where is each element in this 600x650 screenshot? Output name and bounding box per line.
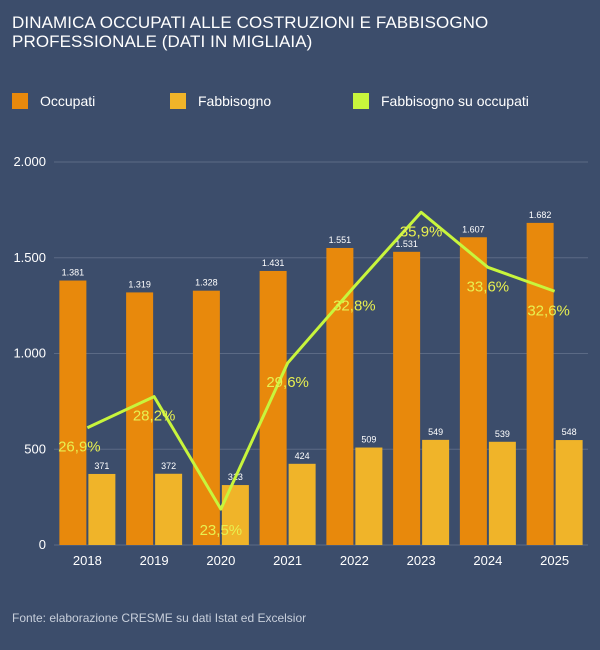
- bar-occupati: [526, 222, 554, 545]
- data-label-ratio: 32,8%: [333, 297, 376, 314]
- data-label-ratio: 29,6%: [266, 374, 309, 391]
- legend-item-fabbisogno: Fabbisogno: [170, 93, 271, 109]
- legend-label-occupati: Occupati: [40, 93, 96, 109]
- x-tick-label: 2023: [407, 553, 436, 568]
- bar-fabbisogno: [155, 473, 183, 545]
- x-tick-label: 2018: [73, 553, 102, 568]
- data-label-fabbisogno: 548: [562, 427, 577, 437]
- x-tick-label: 2019: [140, 553, 169, 568]
- data-label-ratio: 28,2%: [133, 408, 176, 425]
- bar-occupati: [192, 290, 220, 545]
- data-label-occupati: 1.431: [262, 258, 285, 268]
- bar-occupati: [59, 280, 87, 545]
- data-label-fabbisogno: 509: [361, 435, 376, 445]
- data-label-occupati: 1.328: [195, 278, 218, 288]
- bar-fabbisogno: [488, 441, 516, 545]
- x-tick-label: 2020: [206, 553, 235, 568]
- bar-occupati: [326, 247, 354, 545]
- data-label-occupati: 1.319: [128, 279, 151, 289]
- y-tick-label: 0: [39, 537, 46, 552]
- y-tick-label: 2.000: [13, 154, 46, 169]
- bar-occupati: [259, 270, 287, 545]
- bar-fabbisogno: [555, 440, 583, 545]
- y-tick-label: 1.500: [13, 250, 46, 265]
- data-label-ratio: 32,6%: [527, 302, 570, 319]
- legend-swatch-fabbisogno: [170, 93, 186, 109]
- x-tick-label: 2021: [273, 553, 302, 568]
- source-note: Fonte: elaborazione CRESME su dati Istat…: [12, 611, 307, 625]
- bar-fabbisogno: [422, 439, 450, 545]
- data-label-fabbisogno: 371: [94, 461, 109, 471]
- x-tick-label: 2024: [473, 553, 502, 568]
- y-tick-label: 500: [24, 441, 46, 456]
- data-label-fabbisogno: 424: [295, 451, 310, 461]
- x-tick-label: 2025: [540, 553, 569, 568]
- data-label-ratio: 35,9%: [400, 223, 443, 240]
- bar-fabbisogno: [88, 473, 116, 545]
- legend-item-ratio: Fabbisogno su occupati: [353, 93, 529, 109]
- data-label-ratio: 26,9%: [58, 439, 101, 456]
- bar-occupati: [459, 237, 487, 545]
- bar-occupati: [393, 251, 421, 545]
- line-ratio: [86, 210, 556, 511]
- x-tick-label: 2022: [340, 553, 369, 568]
- legend: Occupati Fabbisogno Fabbisogno su occupa…: [12, 93, 592, 113]
- data-label-occupati: 1.551: [329, 235, 352, 245]
- data-label-ratio: 23,5%: [200, 522, 243, 539]
- legend-label-ratio: Fabbisogno su occupati: [381, 93, 529, 109]
- legend-item-occupati: Occupati: [12, 93, 95, 109]
- data-label-fabbisogno: 549: [428, 427, 443, 437]
- data-label-occupati: 1.381: [62, 268, 85, 278]
- chart-title: DINAMICA OCCUPATI ALLE COSTRUZIONI E FAB…: [12, 13, 489, 51]
- data-label-occupati: 1.682: [529, 210, 552, 220]
- data-label-ratio: 33,6%: [467, 278, 510, 295]
- data-label-occupati: 1.607: [462, 224, 485, 234]
- bar-fabbisogno: [288, 463, 316, 545]
- legend-swatch-ratio: [353, 93, 369, 109]
- data-label-occupati: 1.531: [395, 239, 418, 249]
- bar-occupati: [126, 292, 154, 545]
- bar-fabbisogno: [355, 447, 383, 545]
- y-tick-label: 1.000: [13, 346, 46, 361]
- legend-swatch-occupati: [12, 93, 28, 109]
- legend-label-fabbisogno: Fabbisogno: [198, 93, 272, 109]
- data-label-fabbisogno: 372: [161, 461, 176, 471]
- data-label-fabbisogno: 539: [495, 429, 510, 439]
